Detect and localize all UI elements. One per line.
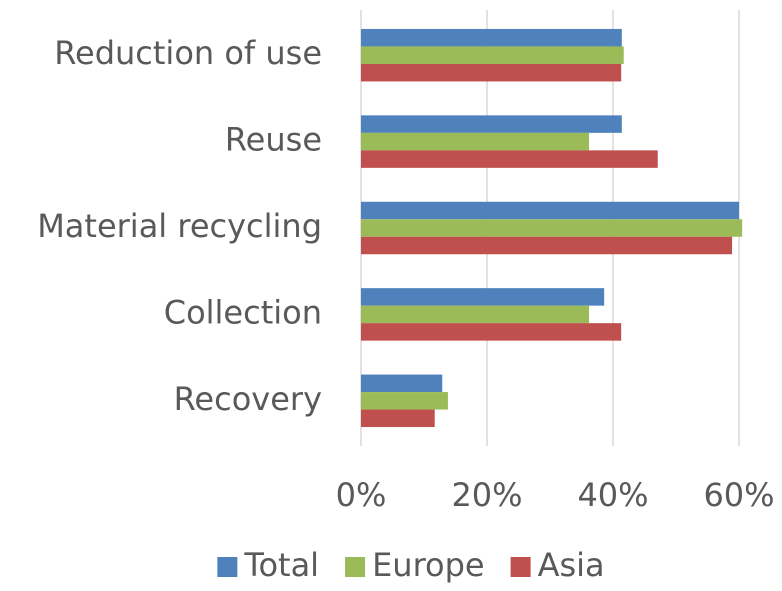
y-tick-label: Reuse — [225, 121, 322, 159]
legend-label: Total — [243, 546, 319, 584]
legend-label: Europe — [372, 546, 485, 584]
bar — [361, 219, 743, 237]
bar — [361, 132, 590, 151]
y-tick-label: Material recycling — [37, 207, 322, 245]
bar — [361, 46, 624, 64]
y-tick-label: Recovery — [174, 380, 322, 418]
x-tick-label: 0% — [336, 476, 387, 514]
y-tick-label: Reduction of use — [54, 34, 322, 72]
x-tick-label: 40% — [577, 476, 648, 514]
y-tick-label: Collection — [164, 293, 322, 331]
bar — [361, 63, 622, 82]
bar — [361, 374, 443, 393]
legend-swatch — [345, 557, 366, 577]
bar — [361, 323, 622, 341]
bar — [361, 201, 739, 220]
bar — [361, 288, 605, 306]
legend-label: Asia — [538, 546, 605, 584]
bar — [361, 409, 435, 428]
bar — [361, 392, 448, 410]
bar — [361, 115, 622, 133]
bar — [361, 28, 622, 47]
x-tick-label: 60% — [703, 476, 774, 514]
bar — [361, 305, 590, 324]
x-tick-label: 20% — [451, 476, 522, 514]
bar — [361, 236, 733, 255]
legend-swatch — [510, 557, 531, 577]
legend-swatch — [217, 557, 238, 577]
bar — [361, 150, 658, 168]
